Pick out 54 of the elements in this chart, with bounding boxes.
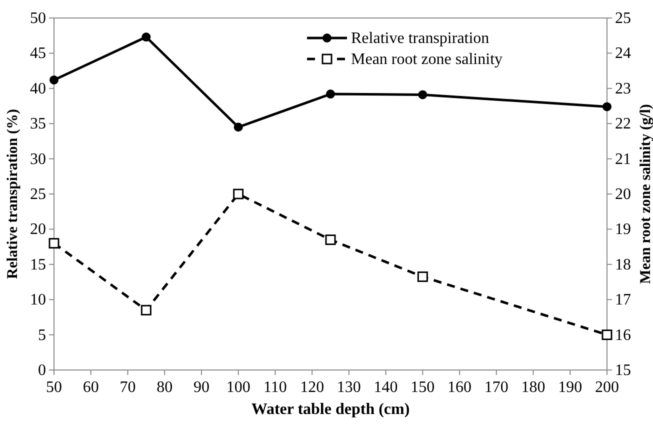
x-tick-label: 190 (558, 379, 582, 396)
point (602, 330, 612, 340)
y2-tick-label: 15 (615, 362, 631, 379)
x-tick-label: 80 (156, 379, 173, 396)
point (48, 238, 60, 249)
y-tick-label: 50 (30, 10, 46, 27)
y-tick-label: 30 (30, 150, 46, 168)
y2-tick-label: 21 (615, 150, 631, 168)
y2-tick-label: 20 (615, 186, 631, 203)
y-axis-title: Relative transpiration (%) (5, 109, 21, 279)
x-tick-label: 170 (484, 379, 508, 396)
point (326, 90, 335, 99)
point (325, 234, 336, 246)
point (142, 32, 151, 42)
y2-tick-label: 17 (615, 292, 631, 309)
x-tick-label: 140 (374, 379, 398, 396)
y2-tick-label: 19 (615, 221, 631, 238)
y-tick-label: 0 (38, 362, 46, 379)
y2-tick-label: 16 (615, 326, 631, 344)
y-tick-label: 5 (38, 326, 46, 344)
point (602, 102, 612, 112)
y-tick-label: 10 (30, 292, 46, 309)
point (418, 90, 428, 100)
y-tick-label: 25 (30, 186, 46, 203)
point (417, 271, 428, 282)
y2-tick-label: 23 (615, 80, 631, 98)
x-tick-label: 180 (521, 379, 546, 396)
x-tick-label: 200 (595, 379, 619, 396)
y2-tick-label: 18 (615, 256, 631, 274)
point (50, 75, 58, 84)
x-tick-label: 150 (410, 379, 435, 396)
y-tick-label: 20 (30, 221, 46, 238)
legend-label: Relative transpiration (351, 30, 490, 47)
y-tick-label: 35 (30, 116, 46, 133)
x-tick-label: 110 (263, 379, 287, 396)
y-tick-label: 45 (30, 45, 46, 62)
legend-label: Mean root zone salinity (351, 51, 503, 68)
x-tick-label: 160 (448, 379, 472, 396)
y2-tick-label: 24 (615, 45, 631, 62)
point (234, 122, 243, 132)
y-tick-label: 40 (30, 80, 46, 98)
x-tick-label: 60 (82, 379, 99, 396)
x-tick-label: 90 (193, 379, 210, 396)
point (233, 188, 244, 200)
x-tick-label: 70 (120, 379, 136, 396)
y2-tick-label: 22 (615, 116, 631, 133)
point (140, 304, 152, 316)
y-tick-label: 15 (30, 256, 46, 274)
y2-axis-title: Mean root zone salinity (g/l) (638, 104, 653, 284)
x-tick-label: 100 (226, 379, 250, 396)
y2-tick-label: 25 (615, 10, 631, 27)
x-axis-title: Water table depth (cm) (251, 401, 410, 418)
x-tick-label: 120 (300, 379, 324, 396)
x-tick-label: 130 (336, 379, 361, 396)
